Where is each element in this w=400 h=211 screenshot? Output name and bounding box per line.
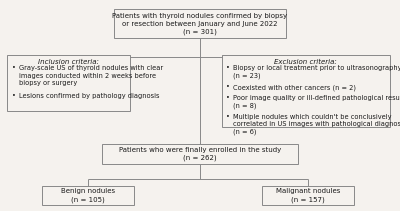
Text: •: • [226,84,230,90]
Text: •: • [226,95,230,100]
FancyBboxPatch shape [222,55,390,127]
Text: Multiple nodules which couldn't be conclusively
correlated in US images with pat: Multiple nodules which couldn't be concl… [233,114,400,135]
Text: Biopsy or local treatment prior to ultrasonography
(n = 23): Biopsy or local treatment prior to ultra… [233,65,400,79]
FancyBboxPatch shape [102,144,298,164]
Text: Coexisted with other cancers (n = 2): Coexisted with other cancers (n = 2) [233,84,356,91]
Text: Lesions confirmed by pathology diagnosis: Lesions confirmed by pathology diagnosis [19,93,159,99]
Text: •: • [12,65,16,71]
Text: Exclusion criteria:: Exclusion criteria: [274,59,337,65]
FancyBboxPatch shape [262,186,354,205]
FancyBboxPatch shape [114,9,286,38]
Text: Poor image quality or ill-defined pathological results
(n = 8): Poor image quality or ill-defined pathol… [233,95,400,108]
FancyBboxPatch shape [7,55,130,111]
Text: •: • [12,93,16,99]
Text: Malignant nodules
(n = 157): Malignant nodules (n = 157) [276,188,340,203]
Text: Gray-scale US of thyroid nodules with clear
images conducted within 2 weeks befo: Gray-scale US of thyroid nodules with cl… [19,65,163,86]
Text: Patients with thyroid nodules confirmed by biopsy
or resection between January a: Patients with thyroid nodules confirmed … [112,13,288,35]
Text: Inclusion criteria:: Inclusion criteria: [38,59,99,65]
Text: Patients who were finally enrolled in the study
(n = 262): Patients who were finally enrolled in th… [119,147,281,161]
Text: •: • [226,114,230,120]
Text: Benign nodules
(n = 105): Benign nodules (n = 105) [61,188,115,203]
FancyBboxPatch shape [42,186,134,205]
Text: •: • [226,65,230,71]
